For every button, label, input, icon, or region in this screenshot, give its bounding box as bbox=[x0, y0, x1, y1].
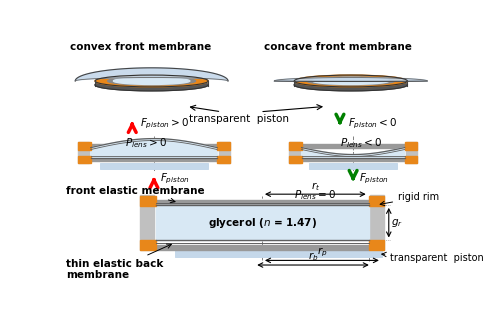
Bar bbox=[289, 142, 302, 149]
Text: $r_b$: $r_b$ bbox=[308, 251, 318, 263]
Bar bbox=[406, 142, 417, 163]
Ellipse shape bbox=[95, 75, 208, 87]
Text: transparent  piston: transparent piston bbox=[382, 252, 484, 263]
Bar bbox=[302, 144, 405, 147]
Bar bbox=[404, 142, 417, 149]
Ellipse shape bbox=[312, 78, 389, 84]
Ellipse shape bbox=[95, 79, 208, 91]
Bar bbox=[217, 156, 230, 163]
Text: $r_t$: $r_t$ bbox=[310, 180, 320, 193]
Polygon shape bbox=[302, 147, 405, 157]
Bar bbox=[289, 142, 300, 163]
Ellipse shape bbox=[294, 79, 408, 91]
Bar bbox=[175, 251, 382, 257]
Text: $P_{lens} < 0$: $P_{lens} < 0$ bbox=[340, 137, 382, 150]
Bar bbox=[91, 157, 217, 161]
Ellipse shape bbox=[114, 78, 190, 84]
Text: $r_p$: $r_p$ bbox=[316, 245, 327, 259]
Text: front elastic membrane: front elastic membrane bbox=[66, 186, 205, 203]
Bar bbox=[217, 142, 230, 149]
Bar bbox=[91, 144, 217, 147]
Bar bbox=[140, 241, 156, 251]
Text: $F_{piston} > 0$: $F_{piston} > 0$ bbox=[140, 116, 189, 130]
Bar bbox=[218, 142, 230, 163]
Ellipse shape bbox=[307, 77, 394, 85]
Bar bbox=[78, 142, 89, 163]
Polygon shape bbox=[75, 68, 228, 81]
Bar bbox=[78, 142, 91, 149]
Text: thin elastic back
membrane: thin elastic back membrane bbox=[66, 244, 172, 280]
Text: transparent  piston: transparent piston bbox=[189, 114, 289, 124]
Bar bbox=[289, 156, 302, 163]
Bar bbox=[140, 195, 154, 250]
Text: $P_{lens} = 0$: $P_{lens} = 0$ bbox=[294, 188, 337, 202]
Bar bbox=[78, 156, 91, 163]
Bar bbox=[368, 241, 384, 251]
Bar bbox=[156, 200, 368, 205]
Bar bbox=[100, 163, 208, 169]
Text: $g_r$: $g_r$ bbox=[391, 217, 403, 229]
Bar bbox=[140, 196, 156, 206]
Text: rigid rim: rigid rim bbox=[380, 192, 439, 206]
Bar bbox=[404, 156, 417, 163]
Text: glycerol ($n$ = 1.47): glycerol ($n$ = 1.47) bbox=[208, 216, 316, 230]
Bar bbox=[156, 245, 368, 250]
Bar bbox=[370, 195, 384, 250]
Bar bbox=[302, 157, 405, 161]
Ellipse shape bbox=[294, 75, 408, 87]
Text: $F_{piston}$: $F_{piston}$ bbox=[360, 172, 389, 186]
Text: $P_{lens} > 0$: $P_{lens} > 0$ bbox=[125, 137, 167, 150]
Bar bbox=[156, 205, 368, 241]
Text: concave front membrane: concave front membrane bbox=[264, 42, 412, 52]
Text: convex front membrane: convex front membrane bbox=[70, 42, 212, 52]
Bar bbox=[310, 163, 397, 169]
Ellipse shape bbox=[108, 77, 196, 85]
Bar bbox=[368, 196, 384, 206]
Text: $F_{piston}$: $F_{piston}$ bbox=[160, 172, 190, 186]
Text: $F_{piston} < 0$: $F_{piston} < 0$ bbox=[348, 116, 397, 130]
Polygon shape bbox=[274, 78, 427, 81]
Polygon shape bbox=[91, 138, 217, 157]
